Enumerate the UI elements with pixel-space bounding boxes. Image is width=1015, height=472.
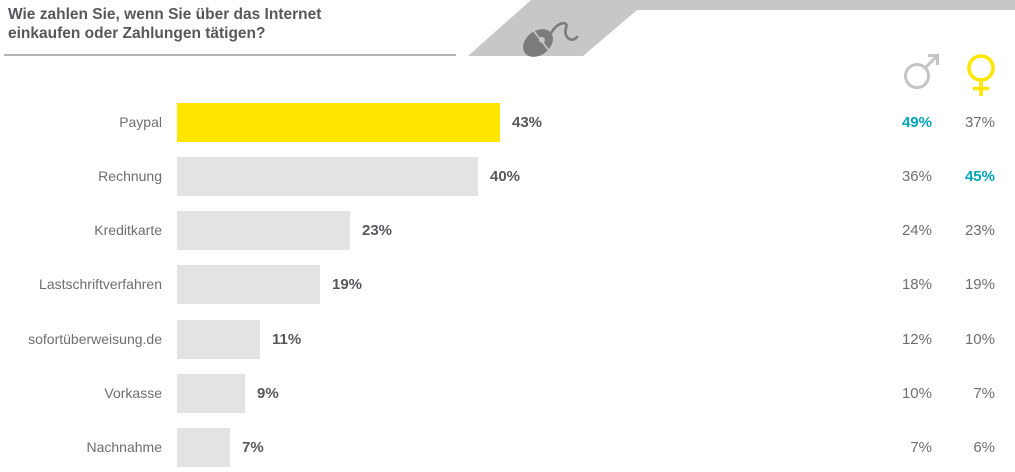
- category-label: Paypal: [119, 113, 162, 130]
- bar: [177, 156, 478, 196]
- page-title: Wie zahlen Sie, wenn Sie über das Intern…: [8, 5, 438, 43]
- header-art: [468, 0, 1015, 96]
- total-value: 19%: [332, 276, 363, 294]
- total-value: 40%: [490, 167, 521, 185]
- bar: [177, 428, 230, 468]
- female-value: 45%: [964, 167, 995, 185]
- bar-row-1: Rechnung 40% 36% 45%: [0, 156, 1015, 196]
- female-value: 7%: [973, 385, 995, 402]
- bar-row-3: Lastschriftverfahren 19% 18% 19%: [0, 265, 1015, 305]
- male-value: 49%: [901, 113, 932, 131]
- bar-row-6: Nachnahme 7% 7% 6%: [0, 428, 1015, 468]
- male-value: 10%: [901, 385, 932, 402]
- female-value: 6%: [973, 439, 995, 457]
- computer-mouse-icon: [523, 21, 579, 57]
- category-label: sofortüberweisung.de: [28, 330, 162, 347]
- category-label: Rechnung: [98, 167, 162, 184]
- ribbon-banner: [468, 0, 1015, 56]
- category-label: Lastschriftverfahren: [39, 276, 162, 293]
- female-symbol-icon: [967, 54, 995, 96]
- category-label: Vorkasse: [104, 385, 162, 401]
- bar-row-5: Vorkasse 9% 10% 7%: [0, 374, 1015, 413]
- total-value: 7%: [242, 439, 264, 457]
- bar: [177, 102, 500, 142]
- female-value: 10%: [964, 330, 995, 348]
- bar-row-0: Paypal 43% 49% 37%: [0, 102, 1015, 142]
- bar: [177, 319, 260, 359]
- total-value: 23%: [362, 222, 393, 240]
- category-label: Nachnahme: [86, 439, 163, 456]
- page-title-line1: Wie zahlen Sie, wenn Sie über das Intern…: [8, 6, 322, 23]
- female-value: 23%: [964, 222, 995, 240]
- total-value: 11%: [272, 330, 302, 348]
- male-value: 12%: [901, 330, 932, 348]
- male-value: 24%: [901, 222, 932, 240]
- total-value: 43%: [512, 113, 543, 131]
- category-label: Kreditkarte: [94, 222, 162, 239]
- bar-row-4: sofortüberweisung.de 11% 12% 10%: [0, 319, 1015, 359]
- total-value: 9%: [257, 385, 279, 402]
- female-value: 37%: [964, 113, 995, 131]
- male-value: 36%: [901, 167, 932, 185]
- bar-row-2: Kreditkarte 23% 24% 23%: [0, 211, 1015, 251]
- male-value: 18%: [901, 276, 932, 294]
- page-title-line2: einkaufen oder Zahlungen tätigen?: [8, 25, 266, 42]
- male-value: 7%: [910, 439, 932, 457]
- female-value: 19%: [964, 276, 995, 294]
- bar: [177, 374, 245, 413]
- title-underline: [4, 54, 456, 56]
- bar: [177, 265, 320, 305]
- bar: [177, 211, 350, 251]
- male-symbol-icon: [904, 54, 939, 89]
